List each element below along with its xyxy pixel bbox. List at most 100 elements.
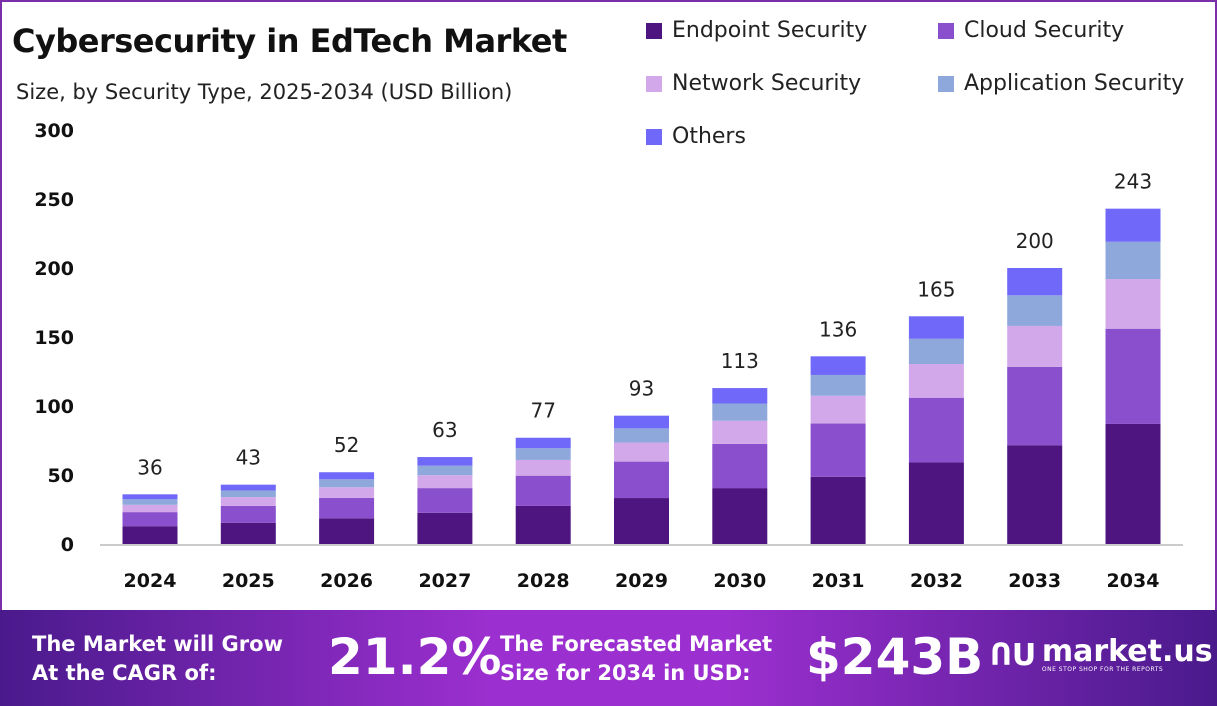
legend-item: Cloud Security bbox=[938, 18, 1124, 43]
bar-segment bbox=[515, 437, 571, 449]
bar-segment bbox=[319, 518, 375, 544]
bar-segment bbox=[515, 505, 571, 544]
bar-segment bbox=[220, 522, 276, 544]
bar-total-label: 36 bbox=[137, 455, 162, 479]
bar-segment bbox=[908, 338, 964, 365]
bar-segment bbox=[220, 497, 276, 506]
bar-segment bbox=[319, 479, 375, 488]
bar-segment bbox=[515, 459, 571, 476]
y-tick-label: 300 bbox=[34, 120, 74, 142]
legend-item: Application Security bbox=[938, 71, 1184, 96]
y-tick-label: 200 bbox=[34, 258, 74, 280]
cagr-label: The Market will Grow At the CAGR of: bbox=[32, 630, 283, 688]
legend-label: Endpoint Security bbox=[672, 18, 868, 43]
bar-segment bbox=[712, 403, 768, 421]
bar-segment bbox=[1007, 268, 1063, 296]
bar-total-label: 77 bbox=[530, 399, 555, 423]
bar-segment bbox=[319, 497, 375, 519]
legend-swatch bbox=[938, 22, 954, 39]
forecast-label-line1: The Forecasted Market bbox=[500, 632, 773, 656]
bar-segment bbox=[712, 443, 768, 489]
bar-total-label: 63 bbox=[432, 418, 457, 442]
forecast-value: $243B bbox=[806, 628, 984, 686]
bar-segment bbox=[908, 316, 964, 339]
legend-item: Endpoint Security bbox=[646, 18, 867, 43]
cagr-value: 21.2% bbox=[328, 628, 502, 686]
footer-banner: The Market will Grow At the CAGR of: 21.2… bbox=[0, 610, 1217, 706]
bar-segment bbox=[122, 504, 178, 513]
legend-item: Network Security bbox=[646, 71, 861, 96]
bar-segment bbox=[810, 356, 866, 375]
legend-swatch bbox=[646, 128, 662, 145]
bar-total-label: 243 bbox=[1114, 170, 1152, 194]
x-tick-label: 2028 bbox=[517, 570, 570, 592]
bar-segment bbox=[417, 488, 473, 513]
brand-logo[interactable]: ՈՍ market.us ONE STOP SHOP FOR THE REPORT… bbox=[990, 634, 1213, 674]
bar-segment bbox=[614, 442, 669, 462]
logo-mark-icon: ՈՍ bbox=[990, 638, 1034, 673]
bar-segment bbox=[1105, 241, 1161, 280]
legend-label: Others bbox=[672, 124, 746, 149]
y-tick-label: 50 bbox=[48, 465, 74, 487]
bar-segment bbox=[908, 364, 964, 398]
bar-segment bbox=[417, 457, 473, 466]
legend-swatch bbox=[938, 75, 954, 92]
legend-swatch bbox=[646, 22, 662, 39]
bar-segment bbox=[1007, 366, 1063, 446]
bar-segment bbox=[1105, 423, 1161, 544]
bar-segment bbox=[417, 465, 473, 476]
bar-segment bbox=[810, 423, 866, 477]
bar-segment bbox=[810, 476, 866, 544]
y-tick-label: 0 bbox=[61, 534, 74, 556]
y-tick-label: 100 bbox=[34, 396, 74, 418]
x-tick-label: 2030 bbox=[713, 570, 766, 592]
y-tick-label: 150 bbox=[34, 327, 74, 349]
bar-segment bbox=[810, 395, 866, 424]
bar-total-label: 43 bbox=[236, 446, 261, 470]
cagr-label-line1: The Market will Grow bbox=[32, 632, 283, 656]
bar-segment bbox=[1105, 279, 1161, 329]
bar-total-label: 200 bbox=[1016, 229, 1054, 253]
brand-name: market.us bbox=[1041, 634, 1213, 669]
bar-segment bbox=[122, 512, 178, 527]
bar-segment bbox=[122, 499, 178, 505]
bar-segment bbox=[614, 415, 669, 429]
bar-segment bbox=[1007, 445, 1063, 544]
brand-tagline: ONE STOP SHOP FOR THE REPORTS bbox=[1041, 666, 1164, 673]
bar-segment bbox=[614, 461, 669, 499]
bar-segment bbox=[122, 526, 178, 544]
bar-total-label: 113 bbox=[721, 349, 759, 373]
chart-frame bbox=[0, 0, 1217, 610]
x-tick-label: 2034 bbox=[1107, 570, 1160, 592]
x-tick-label: 2024 bbox=[124, 570, 177, 592]
bar-segment bbox=[1007, 325, 1063, 367]
x-tick-label: 2032 bbox=[910, 570, 963, 592]
chart-title: Cybersecurity in EdTech Market bbox=[12, 22, 567, 60]
bar-total-label: 165 bbox=[917, 277, 955, 301]
bar-segment bbox=[122, 494, 178, 500]
bar-segment bbox=[515, 448, 571, 460]
forecast-label: The Forecasted Market Size for 2034 in US… bbox=[500, 630, 772, 688]
forecast-label-line2: Size for 2034 in USD: bbox=[500, 661, 751, 685]
bar-segment bbox=[1105, 208, 1161, 242]
bar-total-label: 93 bbox=[629, 377, 654, 401]
bar-segment bbox=[810, 374, 866, 396]
legend-label: Application Security bbox=[964, 71, 1185, 96]
x-tick-label: 2031 bbox=[812, 570, 865, 592]
bar-segment bbox=[614, 428, 669, 443]
bar-segment bbox=[220, 490, 276, 498]
legend-label: Network Security bbox=[672, 71, 862, 96]
legend-swatch bbox=[646, 75, 662, 92]
stacked-bar-chart: 0 50 100 150 200 250 300 36 2024 43 2025 52 2026 63 20… bbox=[34, 120, 1183, 592]
cagr-label-line2: At the CAGR of: bbox=[32, 661, 217, 685]
bar-total-label: 52 bbox=[334, 433, 359, 457]
bar-segment bbox=[319, 487, 375, 498]
x-tick-label: 2029 bbox=[615, 570, 668, 592]
bar-total-label: 136 bbox=[819, 317, 857, 341]
x-tick-label: 2033 bbox=[1008, 570, 1061, 592]
bar-segment bbox=[319, 472, 375, 480]
bar-segment bbox=[515, 475, 571, 506]
x-tick-label: 2026 bbox=[320, 570, 373, 592]
bar-segment bbox=[417, 512, 473, 544]
bar-segment bbox=[220, 505, 276, 523]
